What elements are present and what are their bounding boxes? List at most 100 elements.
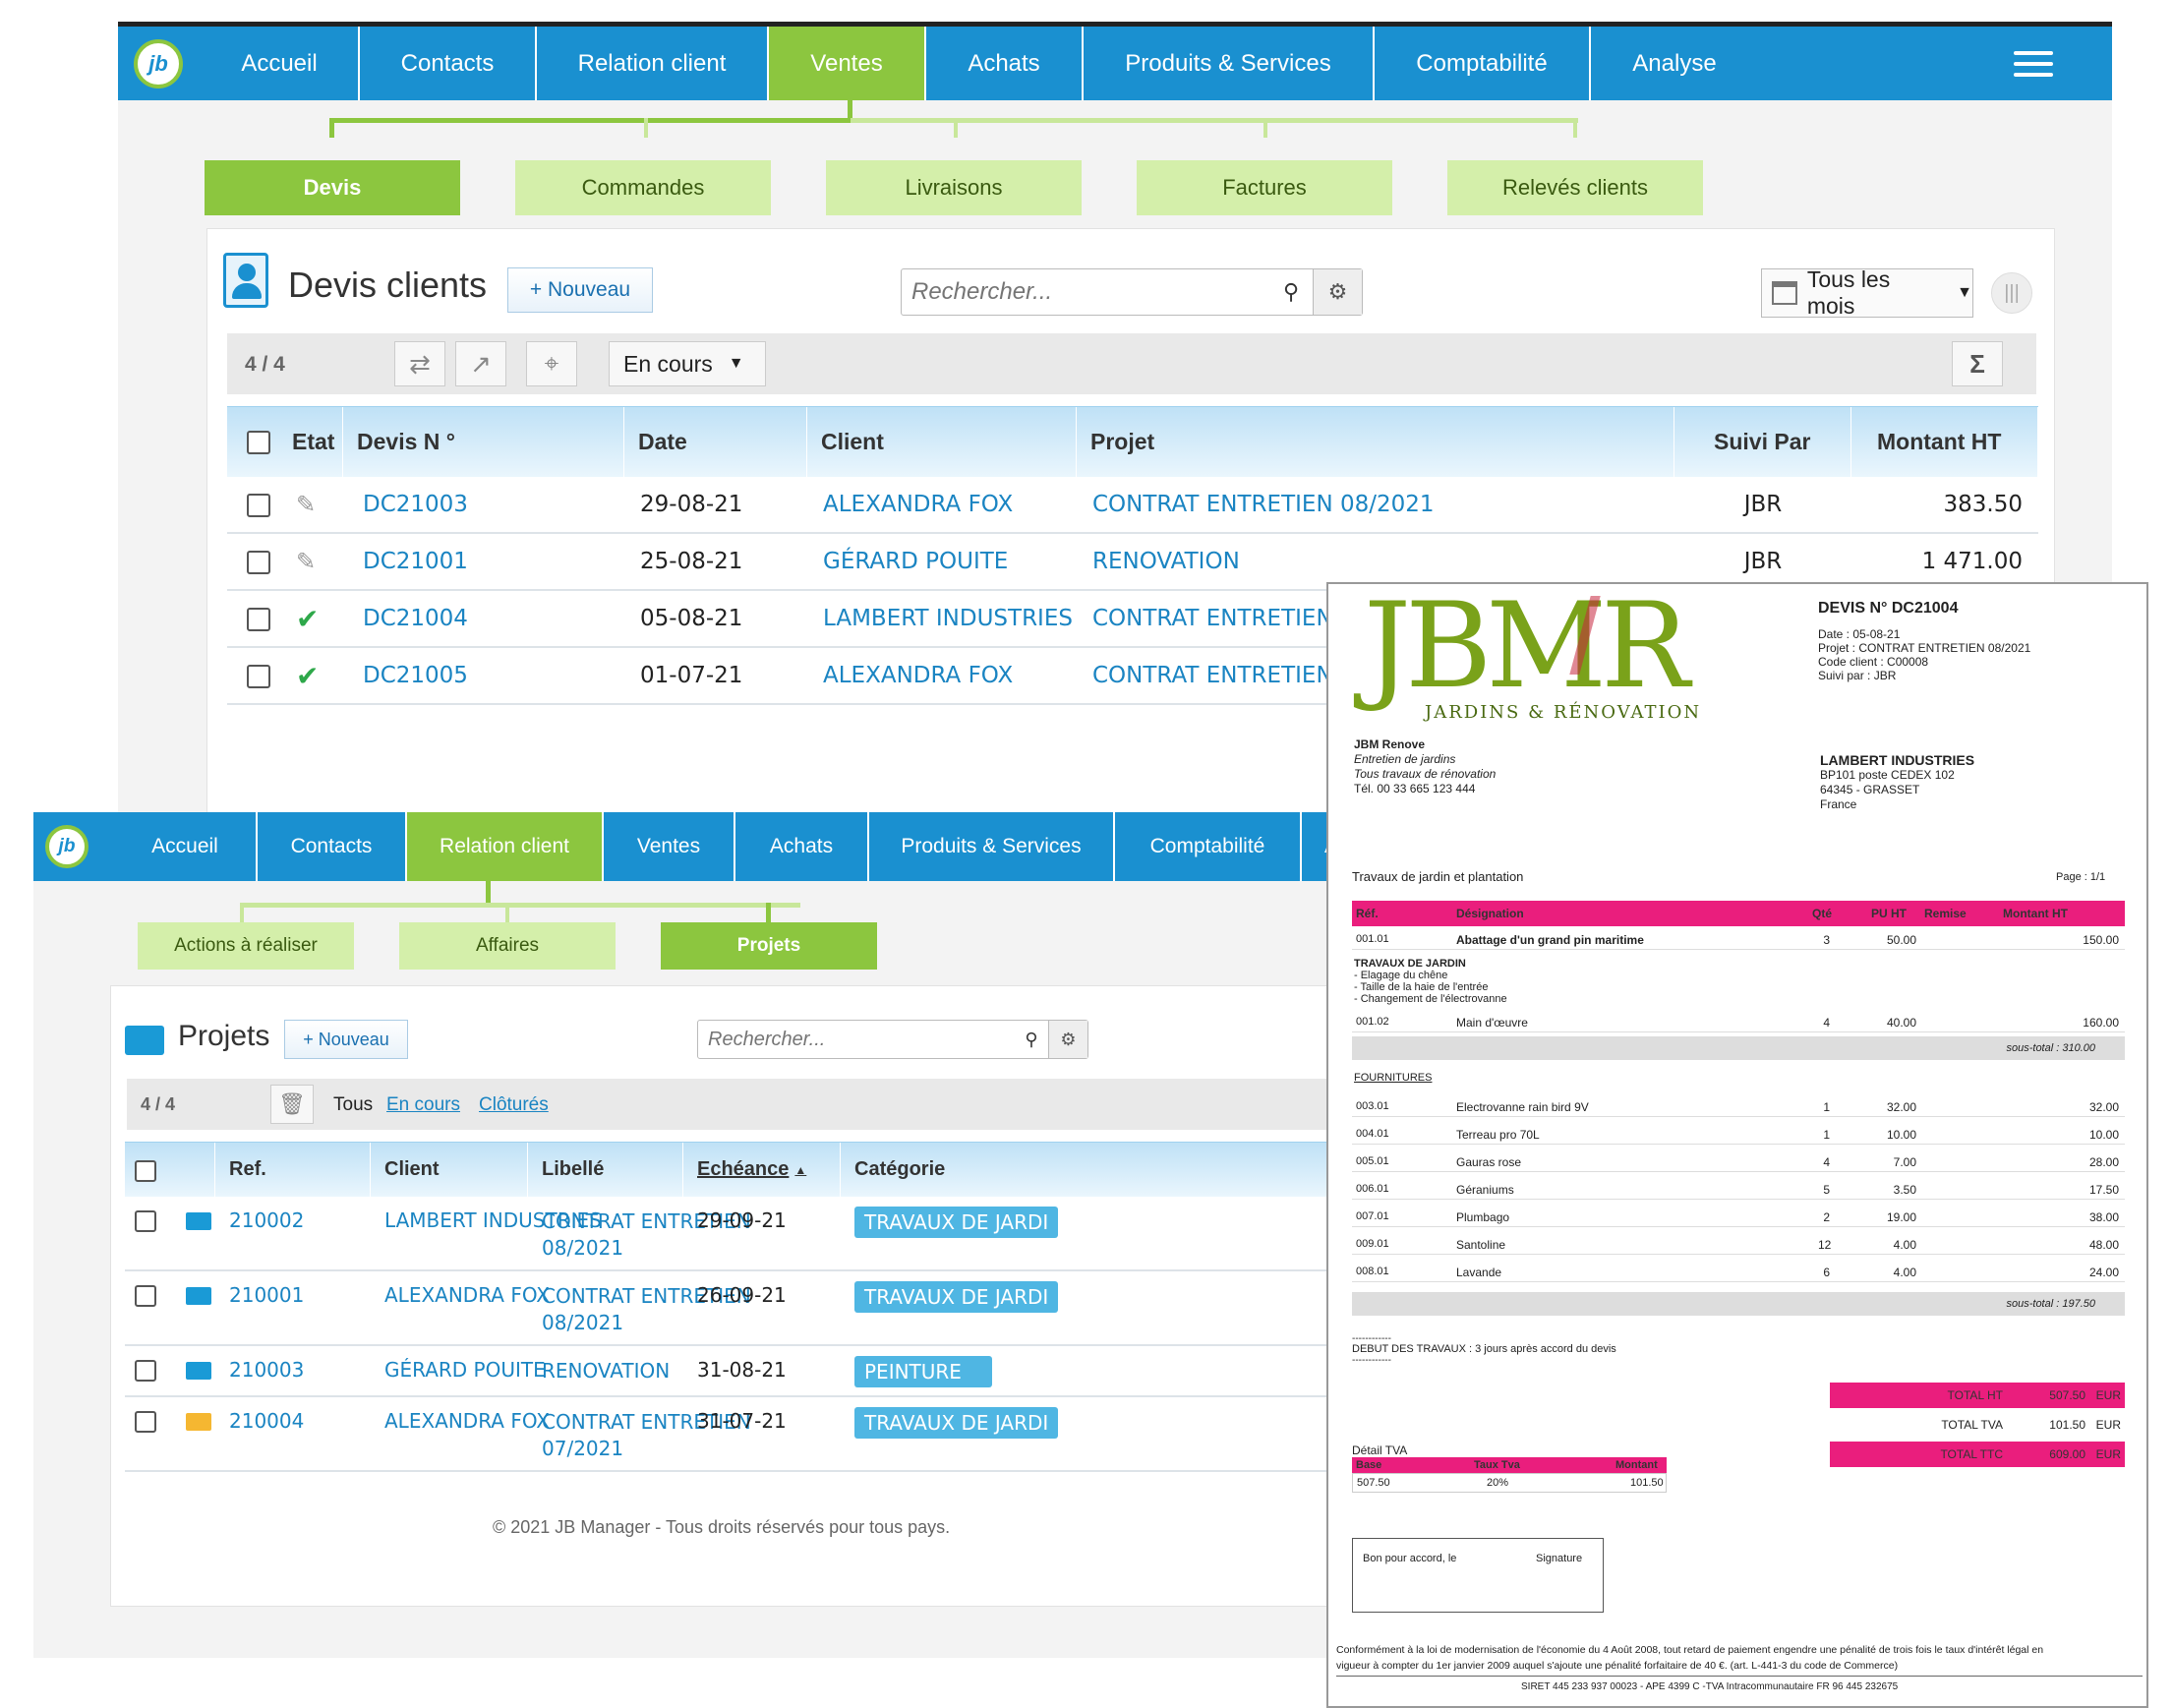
col-ref[interactable]: Ref. bbox=[215, 1143, 371, 1197]
nav-produits-services[interactable]: Produits & Services bbox=[869, 812, 1115, 881]
filter-clotures[interactable]: Clôturés bbox=[479, 1094, 549, 1115]
col-date[interactable]: Date bbox=[624, 407, 807, 477]
col-suivi-par[interactable]: Suivi Par bbox=[1674, 407, 1851, 477]
convert-arrows-icon[interactable]: ⇄ bbox=[394, 341, 445, 386]
nav-ventes[interactable]: Ventes bbox=[769, 27, 926, 100]
col-categorie[interactable]: Catégorie bbox=[841, 1143, 1330, 1197]
client-link[interactable]: ALEXANDRA FOX bbox=[384, 1409, 550, 1433]
col-devis-num[interactable]: Devis N ° bbox=[343, 407, 624, 477]
projet-ref-link[interactable]: 210004 bbox=[229, 1409, 305, 1433]
row-checkbox[interactable] bbox=[135, 1360, 156, 1382]
nav-contacts[interactable]: Contacts bbox=[360, 27, 537, 100]
settings-gear-icon[interactable]: ⚙ bbox=[1048, 1021, 1087, 1058]
col-etat[interactable]: Etat bbox=[278, 407, 343, 477]
hamburger-menu-icon[interactable] bbox=[2014, 44, 2053, 84]
client-link[interactable]: ALEXANDRA FOX bbox=[823, 663, 1014, 688]
filter-en-cours[interactable]: En cours bbox=[386, 1094, 460, 1115]
status-filter-dropdown[interactable]: En cours ▼ bbox=[609, 341, 766, 386]
nav-contacts[interactable]: Contacts bbox=[258, 812, 407, 881]
devis-number-link[interactable]: DC21004 bbox=[363, 606, 468, 631]
client-link[interactable]: ALEXANDRA FOX bbox=[384, 1283, 550, 1307]
nav-relation-client[interactable]: Relation client bbox=[407, 812, 604, 881]
col-montant-ht[interactable]: Montant HT bbox=[1851, 407, 2038, 477]
client-link[interactable]: GÉRARD POUITE bbox=[823, 549, 1009, 574]
columns-toggle-icon[interactable]: ||| bbox=[1991, 272, 2032, 314]
line-montant: 160.00 bbox=[2083, 1016, 2119, 1030]
col-libelle[interactable]: Libellé bbox=[528, 1143, 683, 1197]
nav-achats[interactable]: Achats bbox=[735, 812, 869, 881]
nav-comptabilite[interactable]: Comptabilité bbox=[1375, 27, 1591, 100]
row-checkbox[interactable] bbox=[135, 1285, 156, 1307]
search-icon[interactable]: ⚲ bbox=[1282, 279, 1300, 304]
table-row[interactable]: ✎ DC21001 25-08-21 GÉRARD POUITE RENOVATION J… bbox=[227, 534, 2038, 591]
table-row[interactable]: ✎ DC21003 29-08-21 ALEXANDRA FOX CONTRAT ENT… bbox=[227, 477, 2038, 534]
search-icon[interactable]: ⚲ bbox=[1025, 1029, 1038, 1049]
col-echeance[interactable]: Echéance ▲ bbox=[683, 1143, 841, 1197]
table-row[interactable]: ✔ DC21005 01-07-21 ALEXANDRA FOX CONTRAT ENT… bbox=[227, 648, 2038, 705]
crop-icon[interactable]: ⌖ bbox=[526, 341, 577, 386]
row-checkbox[interactable] bbox=[247, 494, 270, 517]
projet-link[interactable]: CONTRAT ENTRETIEN 08/2021 bbox=[1092, 492, 1435, 517]
filter-tous[interactable]: Tous bbox=[333, 1094, 374, 1115]
table-row[interactable]: 210001 ALEXANDRA FOX CONTRAT ENTRETIEN 08/2… bbox=[125, 1271, 1330, 1346]
libelle-link[interactable]: CONTRAT ENTRETIEN 08/2021 bbox=[542, 1283, 751, 1336]
trash-icon[interactable]: 🗑 bbox=[270, 1085, 314, 1124]
jb-logo-icon[interactable]: jb bbox=[134, 38, 183, 88]
settings-gear-icon[interactable]: ⚙ bbox=[1313, 269, 1362, 315]
nav-accueil[interactable]: Accueil bbox=[201, 27, 360, 100]
month-filter-dropdown[interactable]: Tous les mois ▼ bbox=[1761, 266, 1973, 319]
search-input[interactable] bbox=[902, 278, 1269, 306]
tab-devis[interactable]: Devis bbox=[205, 160, 460, 215]
nav-achats[interactable]: Achats bbox=[926, 27, 1084, 100]
jb-logo-icon[interactable]: jb bbox=[45, 825, 88, 868]
sum-sigma-icon[interactable]: Σ bbox=[1952, 341, 2003, 386]
nav-analyse[interactable]: Analyse bbox=[1632, 49, 1717, 77]
nav-ventes[interactable]: Ventes bbox=[604, 812, 735, 881]
row-checkbox[interactable] bbox=[135, 1411, 156, 1433]
nav-comptabilite[interactable]: Comptabilité bbox=[1115, 812, 1302, 881]
tab-actions-a-realiser[interactable]: Actions à réaliser bbox=[138, 922, 354, 970]
select-all-checkbox[interactable] bbox=[247, 431, 270, 454]
projet-ref-link[interactable]: 210002 bbox=[229, 1208, 305, 1232]
devis-number-link[interactable]: DC21001 bbox=[363, 549, 468, 574]
nav-accueil[interactable]: Accueil bbox=[114, 812, 258, 881]
client-link[interactable]: GÉRARD POUITE bbox=[384, 1358, 546, 1382]
row-checkbox[interactable] bbox=[247, 665, 270, 688]
row-checkbox[interactable] bbox=[135, 1210, 156, 1232]
select-all-checkbox[interactable] bbox=[135, 1160, 156, 1182]
tab-factures[interactable]: Factures bbox=[1137, 160, 1392, 215]
tab-affaires[interactable]: Affaires bbox=[399, 922, 616, 970]
projet-link[interactable]: RENOVATION bbox=[1092, 549, 1240, 574]
nav-produits-services[interactable]: Produits & Services bbox=[1084, 27, 1375, 100]
projet-link[interactable]: CONTRAT ENTRETIEN bbox=[1092, 663, 1333, 688]
search-input[interactable] bbox=[698, 1028, 1015, 1051]
col-client[interactable]: Client bbox=[807, 407, 1077, 477]
devis-number-link[interactable]: DC21005 bbox=[363, 663, 468, 688]
new-devis-button[interactable]: + Nouveau bbox=[507, 267, 653, 313]
tab-livraisons[interactable]: Livraisons bbox=[826, 160, 1082, 215]
row-checkbox[interactable] bbox=[247, 608, 270, 631]
projet-link[interactable]: CONTRAT ENTRETIEN bbox=[1092, 606, 1333, 631]
client-link[interactable]: LAMBERT INDUSTRIES bbox=[823, 606, 1073, 631]
table-row[interactable]: 210003 GÉRARD POUITE RENOVATION 31-08-21 PEI… bbox=[125, 1346, 1330, 1397]
libelle-link[interactable]: CONTRAT ENTRETIEN 07/2021 bbox=[542, 1409, 751, 1462]
tab-commandes[interactable]: Commandes bbox=[515, 160, 771, 215]
nav-relation-client[interactable]: Relation client bbox=[537, 27, 769, 100]
table-row[interactable]: ✔ DC21004 05-08-21 LAMBERT INDUSTRIES CONTRA… bbox=[227, 591, 2038, 648]
libelle-link[interactable]: CONTRAT ENTRETIEN 08/2021 bbox=[542, 1208, 751, 1262]
table-row[interactable]: 210004 ALEXANDRA FOX CONTRAT ENTRETIEN 07/2… bbox=[125, 1397, 1330, 1472]
table-row[interactable]: 210002 LAMBERT INDUSTRIES CONTRAT ENTRETIE… bbox=[125, 1197, 1330, 1271]
tab-projets[interactable]: Projets bbox=[661, 922, 877, 970]
col-projet[interactable]: Projet bbox=[1077, 407, 1674, 477]
tab-releves-clients[interactable]: Relevés clients bbox=[1447, 160, 1703, 215]
col-client[interactable]: Client bbox=[371, 1143, 528, 1197]
devis-number-link[interactable]: DC21003 bbox=[363, 492, 468, 517]
export-icon[interactable]: ↗ bbox=[455, 341, 506, 386]
libelle-link[interactable]: RENOVATION bbox=[542, 1358, 670, 1384]
projet-ref-link[interactable]: 210003 bbox=[229, 1358, 305, 1382]
projet-ref-link[interactable]: 210001 bbox=[229, 1283, 305, 1307]
client-link[interactable]: ALEXANDRA FOX bbox=[823, 492, 1014, 517]
new-projet-button[interactable]: + Nouveau bbox=[284, 1020, 408, 1059]
client-link[interactable]: LAMBERT INDUSTRIES bbox=[384, 1208, 602, 1232]
row-checkbox[interactable] bbox=[247, 551, 270, 574]
